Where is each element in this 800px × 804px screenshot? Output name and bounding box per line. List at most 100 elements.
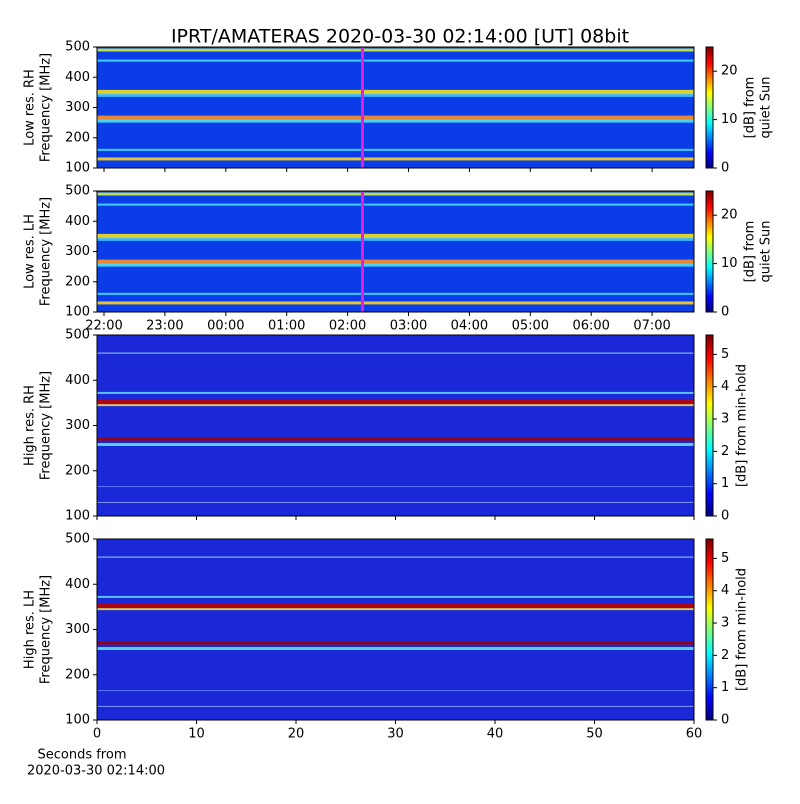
y-tick-label: 100 — [65, 305, 90, 320]
y-axis-label: High res. LH — [23, 590, 38, 669]
spectrum-band — [97, 192, 694, 196]
x-tick-label: 06:00 — [572, 319, 609, 334]
colorbar-label: [dB] from min-hold — [735, 364, 750, 487]
y-axis-label: High res. RH — [23, 385, 38, 466]
x-tick-label: 23:00 — [146, 319, 183, 334]
spectrum-band — [97, 301, 694, 305]
colorbar-tick-label: 0 — [721, 305, 729, 320]
spectrum-band — [97, 443, 694, 447]
spectrum-band — [97, 237, 694, 241]
colorbar — [705, 46, 714, 169]
colorbar-tick-label: 0 — [721, 161, 729, 176]
colorbar-tick-label: 1 — [721, 476, 729, 491]
y-tick-label: 400 — [65, 70, 90, 85]
colorbar — [705, 538, 714, 721]
colorbar-label: [dB] from — [743, 221, 758, 283]
x-tick-label: 07:00 — [633, 319, 670, 334]
y-tick-label: 400 — [65, 214, 90, 229]
colorbar-tick-label: 10 — [721, 112, 738, 127]
spectrum-band — [97, 391, 694, 394]
x-tick-label: 05:00 — [512, 319, 549, 334]
spectrum-band — [97, 259, 694, 265]
y-tick-label: 300 — [65, 100, 90, 115]
spectrum-band — [97, 690, 694, 692]
spectrum-band — [97, 404, 694, 407]
y-tick-label: 100 — [65, 509, 90, 524]
colorbar-tick-label: 4 — [721, 583, 729, 598]
spectrum-band — [97, 595, 694, 598]
spectrum-band — [97, 203, 694, 206]
spectrogram — [97, 47, 694, 168]
y-axis-label: Frequency [MHz] — [39, 575, 54, 684]
colorbar-label: [dB] from — [743, 77, 758, 139]
colorbar-tick-label: 10 — [721, 256, 738, 271]
y-tick-label: 400 — [65, 373, 90, 388]
colorbar — [705, 334, 714, 517]
spectrum-band — [97, 59, 694, 62]
x-axis-label: 2020-03-30 02:14:00 — [27, 764, 165, 779]
spectrum-band — [97, 608, 694, 611]
y-tick-label: 500 — [65, 40, 90, 55]
colorbar-tick-label: 0 — [721, 713, 729, 728]
spectrum-band — [97, 647, 694, 651]
y-tick-label: 500 — [65, 532, 90, 547]
spectrogram — [97, 191, 694, 312]
y-tick-label: 200 — [65, 274, 90, 289]
y-axis-label: Frequency [MHz] — [39, 53, 54, 162]
colorbar-tick-label: 20 — [721, 64, 738, 79]
x-tick-label: 20 — [288, 727, 305, 742]
spectrum-band — [97, 556, 694, 558]
x-tick-label: 04:00 — [451, 319, 488, 334]
colorbar-tick-label: 20 — [721, 208, 738, 223]
spectrogram — [97, 335, 694, 516]
spectrum-band — [97, 437, 694, 441]
time-marker — [361, 191, 364, 312]
y-tick-label: 400 — [65, 577, 90, 592]
x-tick-label: 00:00 — [207, 319, 244, 334]
colorbar-tick-label: 2 — [721, 444, 729, 459]
spectrum-band — [97, 486, 694, 488]
x-tick-label: 01:00 — [268, 319, 305, 334]
time-marker — [361, 47, 364, 168]
x-axis-label: Seconds from — [37, 748, 126, 763]
spectrum-band — [97, 705, 694, 707]
spectrogram — [97, 539, 694, 720]
spectrum-band — [97, 93, 694, 97]
spectrum-band — [97, 115, 694, 121]
y-tick-label: 300 — [65, 622, 90, 637]
colorbar — [705, 190, 714, 313]
y-axis-label: Low res. RH — [23, 69, 38, 146]
y-tick-label: 200 — [65, 463, 90, 478]
spectrum-band — [97, 641, 694, 645]
y-tick-label: 300 — [65, 244, 90, 259]
y-tick-label: 200 — [65, 130, 90, 145]
y-axis-label: Frequency [MHz] — [39, 197, 54, 306]
spectrum-band — [97, 148, 694, 151]
spectrum-band — [97, 603, 694, 608]
colorbar-tick-label: 5 — [721, 551, 729, 566]
colorbar-label: quiet Sun — [759, 220, 774, 282]
colorbar-label: quiet Sun — [759, 76, 774, 138]
colorbar-tick-label: 2 — [721, 648, 729, 663]
y-tick-label: 200 — [65, 667, 90, 682]
x-tick-label: 0 — [93, 727, 101, 742]
x-tick-label: 50 — [586, 727, 603, 742]
figure-title: IPRT/AMATERAS 2020-03-30 02:14:00 [UT] 0… — [171, 26, 629, 48]
spectrum-band — [97, 263, 694, 267]
spectrum-band — [97, 233, 694, 239]
y-axis-label: Low res. LH — [23, 214, 38, 289]
x-tick-label: 02:00 — [329, 319, 366, 334]
colorbar-label: [dB] from min-hold — [735, 568, 750, 691]
y-tick-label: 300 — [65, 418, 90, 433]
y-tick-label: 100 — [65, 161, 90, 176]
spectrum-band — [97, 89, 694, 95]
y-axis-label: Frequency [MHz] — [39, 371, 54, 480]
x-tick-label: 03:00 — [390, 319, 427, 334]
x-tick-label: 22:00 — [85, 319, 122, 334]
colorbar-tick-label: 5 — [721, 347, 729, 362]
spectrum-band — [97, 399, 694, 404]
y-tick-label: 500 — [65, 328, 90, 343]
y-tick-label: 500 — [65, 184, 90, 199]
x-tick-label: 60 — [686, 727, 703, 742]
